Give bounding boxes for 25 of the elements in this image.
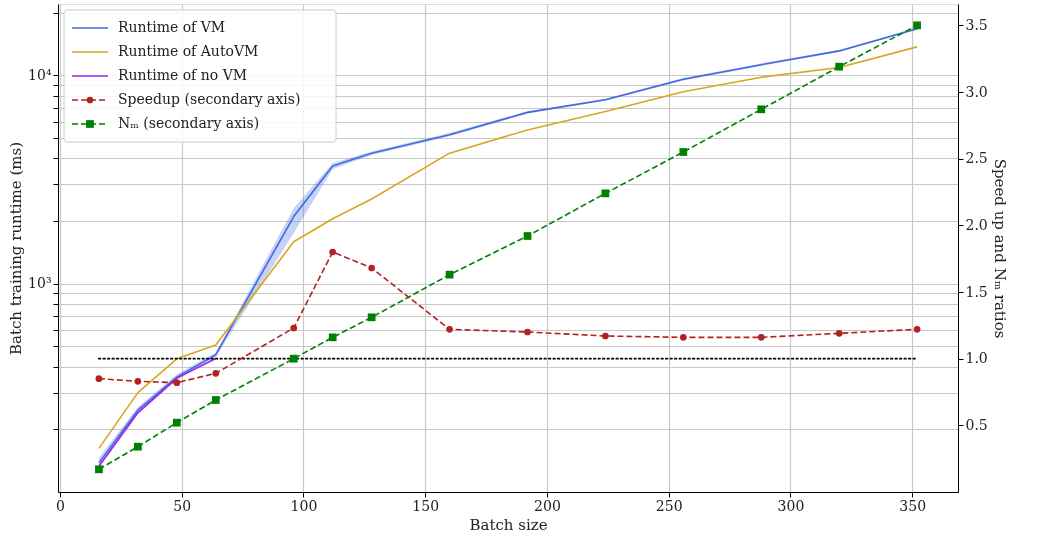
legend-label: Runtime of VM	[118, 19, 226, 35]
y2-tick-label: 1.0	[965, 350, 988, 367]
x-tick-label: 300	[777, 497, 805, 514]
x-tick-label: 250	[655, 497, 683, 514]
y2-tick-label: 0.5	[965, 416, 988, 433]
legend-label: Runtime of no VM	[118, 67, 248, 83]
x-axis-title: Batch size	[469, 515, 548, 534]
y-tick-label: 10³	[28, 275, 52, 292]
y2-tick-label: 1.5	[965, 283, 988, 300]
x-tick-label: 150	[412, 497, 440, 514]
x-tick-label: 0	[55, 497, 65, 514]
x-tick-label: 100	[290, 497, 318, 514]
y2-tick-label: 3.0	[965, 83, 988, 100]
y2-tick-label: 2.5	[965, 150, 988, 167]
y2-axis-title: Speed up and Nₘ ratios	[990, 158, 1009, 339]
y-tick-label: 10⁴	[28, 66, 52, 83]
y-axis-title: Batch training runtime (ms)	[7, 141, 26, 356]
y2-tick-label: 2.0	[965, 216, 988, 233]
legend-label: Nₘ (secondary axis)	[118, 115, 260, 131]
x-tick-label: 200	[534, 497, 561, 514]
legend-label: Runtime of AutoVM	[118, 43, 259, 59]
x-tick-label: 350	[899, 497, 927, 514]
x-tick-label: 50	[173, 497, 192, 514]
y2-tick-label: 3.5	[965, 16, 988, 33]
legend-label: Speedup (secondary axis)	[118, 91, 301, 107]
